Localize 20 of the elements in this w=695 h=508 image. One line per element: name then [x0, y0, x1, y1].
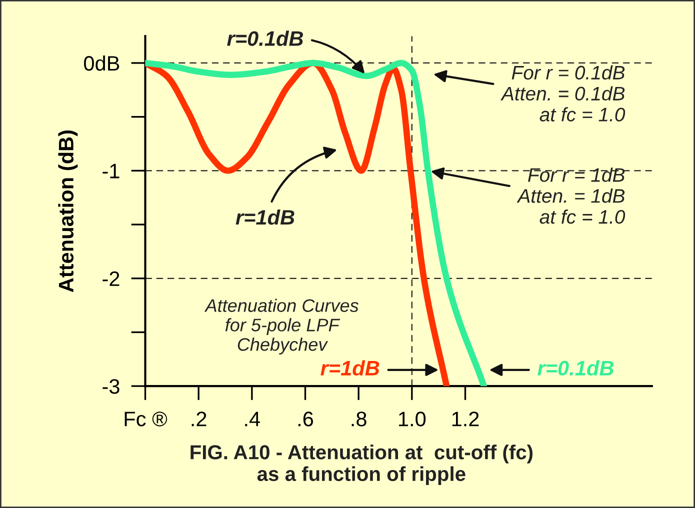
y-tick-label: -1	[102, 164, 120, 178]
text: FIG. A10 - Attenuation at cut-off (fc) as a function of ripple	[190, 444, 533, 486]
x-tick-label: .2	[192, 412, 206, 426]
x-tick-label: Fc ®	[124, 412, 168, 426]
x-tick-label: .6	[298, 412, 314, 426]
x-tick-label: 1.0	[399, 412, 426, 426]
annotation: For r = 0.1dB Atten. = 0.1dB at fc = 1.0	[500, 65, 626, 122]
annotation: r=1dB	[236, 209, 294, 225]
text: r=1dB	[320, 360, 380, 376]
y-tick-label: -2	[102, 271, 120, 286]
y-tick-label: 0dB	[84, 55, 120, 71]
x-tick-label: .8	[352, 412, 366, 426]
y-tick-label: -3	[102, 379, 120, 394]
annotation: For r = 1dB Atten. = 1dB at fc = 1.0	[516, 168, 626, 224]
annotation: Attenuation Curves for 5-pole LPF Chebychev	[204, 298, 358, 354]
y-axis-title: Attenuation (dB)	[58, 130, 78, 292]
x-tick-label: 1.2	[452, 412, 479, 426]
annotation: r=0.1dB	[227, 30, 303, 46]
text: r=0.1dB	[538, 360, 614, 376]
x-tick-label: .4	[245, 412, 260, 426]
